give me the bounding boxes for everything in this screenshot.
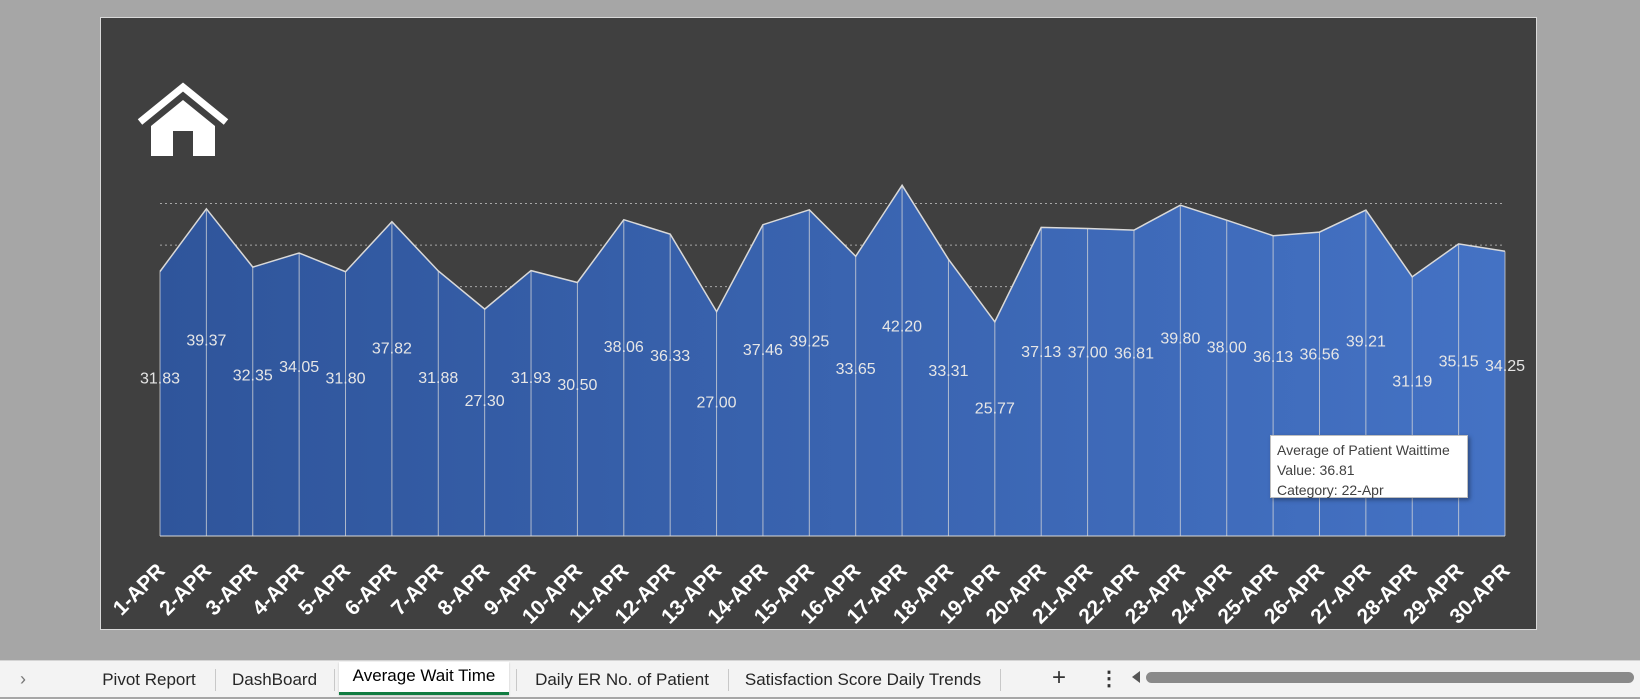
data-label: 30.50 bbox=[557, 377, 597, 394]
chart-tooltip: Average of Patient Waittime Value: 36.81… bbox=[1270, 435, 1468, 498]
data-label: 39.37 bbox=[186, 333, 226, 350]
data-label: 39.21 bbox=[1346, 333, 1386, 350]
chevron-right-icon[interactable]: › bbox=[20, 669, 26, 690]
data-label: 38.00 bbox=[1207, 340, 1247, 357]
data-label: 27.30 bbox=[465, 393, 505, 410]
data-label: 36.81 bbox=[1114, 345, 1154, 362]
data-label: 31.88 bbox=[418, 370, 458, 387]
tab-average-wait-time[interactable]: Average Wait Time bbox=[339, 662, 509, 695]
x-tick-label: 3-APR bbox=[201, 559, 262, 620]
x-tick-label: 4-APR bbox=[248, 559, 309, 620]
data-label: 25.77 bbox=[975, 400, 1015, 417]
data-label: 27.00 bbox=[697, 394, 737, 411]
data-label: 34.25 bbox=[1485, 358, 1525, 375]
x-tick-label: 1-APR bbox=[109, 559, 170, 620]
data-label: 39.80 bbox=[1160, 331, 1200, 348]
area-chart: 31.83 39.37 32.35 34.05 31.80 37.82 31.88 27.30… bbox=[101, 18, 1538, 631]
data-label: 37.82 bbox=[372, 340, 412, 357]
data-label: 31.83 bbox=[140, 370, 180, 387]
home-icon[interactable] bbox=[137, 81, 229, 164]
horizontal-scrollbar[interactable] bbox=[1128, 669, 1620, 689]
plus-icon[interactable]: + bbox=[1052, 664, 1066, 692]
scroll-left-arrow-icon[interactable] bbox=[1132, 671, 1140, 683]
tab-divider bbox=[728, 669, 729, 691]
tab-divider bbox=[215, 669, 216, 691]
data-label: 37.13 bbox=[1021, 344, 1061, 361]
tab-divider bbox=[516, 669, 517, 691]
tab-divider bbox=[1000, 669, 1001, 691]
data-label: 36.56 bbox=[1299, 347, 1339, 364]
scrollbar-thumb[interactable] bbox=[1146, 672, 1634, 683]
data-label: 31.19 bbox=[1392, 373, 1432, 390]
tab-pivot-report[interactable]: Pivot Report bbox=[92, 661, 206, 697]
tab-divider bbox=[334, 669, 335, 691]
x-tick-label: 6-APR bbox=[341, 559, 402, 620]
data-label: 36.33 bbox=[650, 348, 690, 365]
chart-area[interactable]: 31.83 39.37 32.35 34.05 31.80 37.82 31.88 27.30… bbox=[100, 17, 1537, 630]
tooltip-category: Category: 22-Apr bbox=[1277, 480, 1461, 500]
x-axis-tick-labels: 1-APR2-APR3-APR4-APR5-APR6-APR7-APR8-APR… bbox=[109, 559, 1515, 628]
data-label: 37.46 bbox=[743, 342, 783, 359]
vertical-ellipsis-icon[interactable]: ⋮ bbox=[1099, 666, 1119, 691]
data-label: 42.20 bbox=[882, 319, 922, 336]
x-tick-label: 2-APR bbox=[155, 559, 216, 620]
data-label: 32.35 bbox=[233, 368, 273, 385]
data-label: 35.15 bbox=[1439, 354, 1479, 371]
data-label: 39.25 bbox=[789, 333, 829, 350]
data-label: 31.80 bbox=[325, 370, 365, 387]
data-label: 38.06 bbox=[604, 339, 644, 356]
x-tick-label: 7-APR bbox=[387, 559, 448, 620]
tooltip-series: Average of Patient Waittime bbox=[1277, 440, 1461, 460]
x-tick-label: 8-APR bbox=[433, 559, 494, 620]
data-label: 37.00 bbox=[1068, 344, 1108, 361]
data-label: 34.05 bbox=[279, 359, 319, 376]
tooltip-value: Value: 36.81 bbox=[1277, 460, 1461, 480]
sheet-tab-bar: › Pivot Report DashBoard Average Wait Ti… bbox=[0, 660, 1640, 697]
data-label: 33.31 bbox=[928, 363, 968, 380]
data-label: 31.93 bbox=[511, 370, 551, 387]
x-tick-label: 5-APR bbox=[294, 559, 355, 620]
tab-daily-er-no-of-patient[interactable]: Daily ER No. of Patient bbox=[526, 661, 718, 697]
tab-dashboard[interactable]: DashBoard bbox=[222, 661, 327, 697]
data-label: 33.65 bbox=[836, 361, 876, 378]
data-label: 36.13 bbox=[1253, 349, 1293, 366]
tab-satisfaction-score-daily-trends[interactable]: Satisfaction Score Daily Trends bbox=[740, 661, 986, 697]
